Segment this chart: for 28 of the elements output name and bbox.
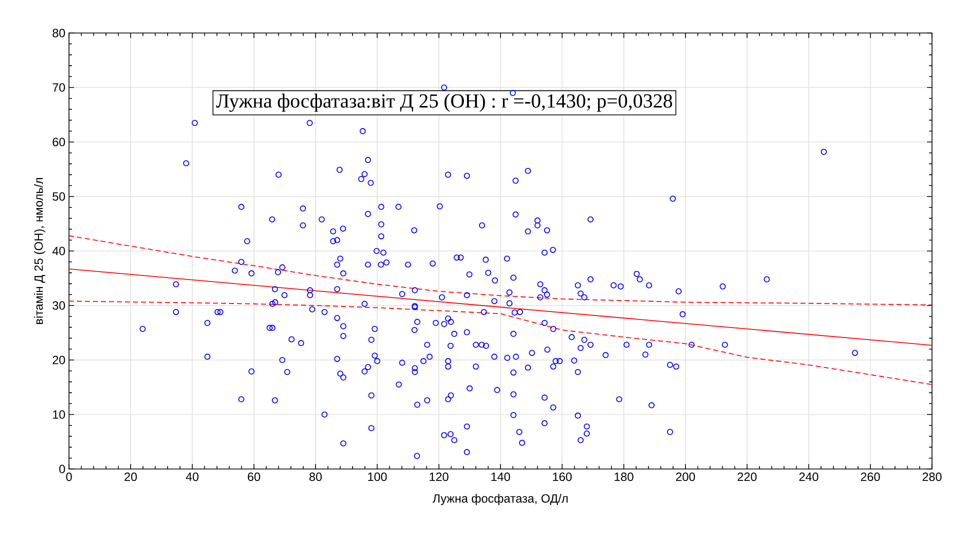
y-tick-label: 30 bbox=[52, 301, 65, 310]
x-axis-title: Лужна фосфатаза, ОД/л bbox=[432, 494, 568, 506]
y-tick-label: 10 bbox=[53, 410, 65, 419]
y-tick-label: 20 bbox=[52, 356, 65, 364]
x-tick-label: 200 bbox=[676, 472, 695, 482]
x-tick-label: 100 bbox=[368, 472, 387, 482]
x-tick-label: 140 bbox=[491, 472, 510, 482]
y-tick-label: 60 bbox=[52, 138, 65, 146]
x-tick-label: 20 bbox=[124, 472, 137, 482]
x-tick-label: 240 bbox=[799, 472, 818, 482]
x-tick-label: 280 bbox=[922, 472, 942, 482]
x-tick-label: 0 bbox=[66, 472, 72, 482]
x-tick-label: 260 bbox=[860, 472, 880, 482]
x-tick-label: 180 bbox=[614, 472, 634, 482]
x-tick-label: 40 bbox=[186, 472, 198, 482]
x-tick-label: 220 bbox=[738, 472, 757, 482]
y-tick-label: 80 bbox=[52, 28, 65, 38]
y-tick-label: 70 bbox=[52, 83, 65, 92]
annotation: Лужна фосфатаза:віт Д 25 (ОН) : r =-0,1430; p=0,0328 bbox=[216, 94, 672, 112]
line-series bbox=[69, 300, 932, 385]
y-tick-label: 40 bbox=[52, 246, 65, 256]
y-axis-title: вітамін Д 25 (ОН), нмоль/л bbox=[34, 178, 46, 324]
y-tick-label: 50 bbox=[52, 192, 65, 201]
x-tick-label: 160 bbox=[553, 472, 572, 482]
x-tick-label: 60 bbox=[248, 472, 260, 482]
x-tick-label: 120 bbox=[430, 472, 448, 482]
x-tick-label: 80 bbox=[309, 472, 322, 482]
y-tick-label: 0 bbox=[59, 464, 66, 474]
